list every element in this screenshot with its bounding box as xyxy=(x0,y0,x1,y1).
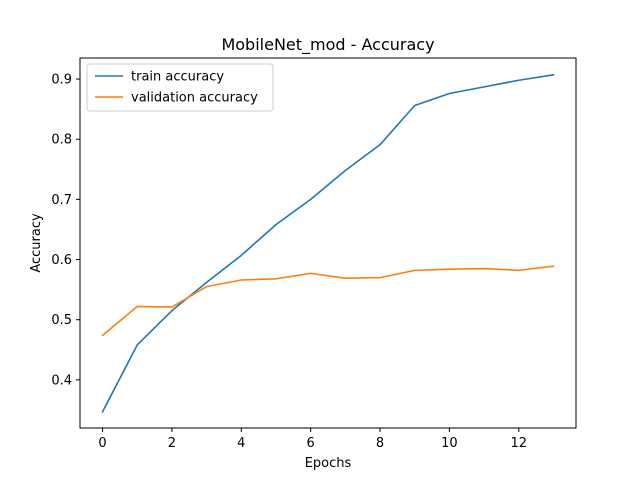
legend-label: validation accuracy xyxy=(131,91,258,106)
plot-frame xyxy=(79,57,577,429)
series-line-train xyxy=(101,73,555,413)
y-tick-label: 0.6 xyxy=(51,253,72,268)
x-tick-label: 10 xyxy=(441,436,458,451)
x-tick-label: 12 xyxy=(510,436,527,451)
chart-title: MobileNet_mod - Accuracy xyxy=(221,35,434,55)
y-tick-label: 0.7 xyxy=(51,193,72,208)
legend-label: train accuracy xyxy=(131,70,224,85)
x-tick-label: 4 xyxy=(237,436,245,451)
legend: train accuracy validation accuracy xyxy=(86,63,274,112)
x-axis-label: Epochs xyxy=(305,456,352,471)
y-axis: 0.4 0.5 0.6 0.7 0.8 0.9 xyxy=(51,73,80,388)
y-tick-label: 0.8 xyxy=(51,133,72,148)
y-axis-label: Accuracy xyxy=(29,213,44,273)
x-tick-label: 6 xyxy=(307,436,315,451)
y-tick-label: 0.9 xyxy=(51,73,72,88)
y-tick-label: 0.5 xyxy=(51,313,72,328)
x-tick-label: 0 xyxy=(98,436,106,451)
series-line-validation xyxy=(101,265,555,337)
x-axis: 0 2 4 6 8 10 12 xyxy=(98,428,527,451)
series-layer xyxy=(101,73,555,413)
x-tick-label: 8 xyxy=(376,436,384,451)
x-tick-label: 2 xyxy=(168,436,176,451)
y-tick-label: 0.4 xyxy=(51,373,72,388)
legend-box xyxy=(86,63,274,112)
